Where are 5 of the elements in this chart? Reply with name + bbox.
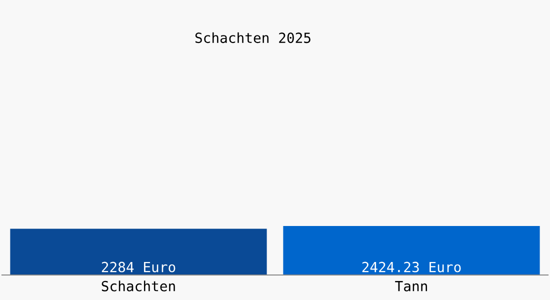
chart-title: Schachten 2025 — [195, 32, 310, 44]
x-tick-label: Schachten — [102, 280, 175, 292]
data-label: 2424.23 Euro — [362, 262, 461, 272]
data-label: 2284 Euro — [102, 262, 176, 272]
x-tick-label: Tann — [395, 281, 427, 292]
